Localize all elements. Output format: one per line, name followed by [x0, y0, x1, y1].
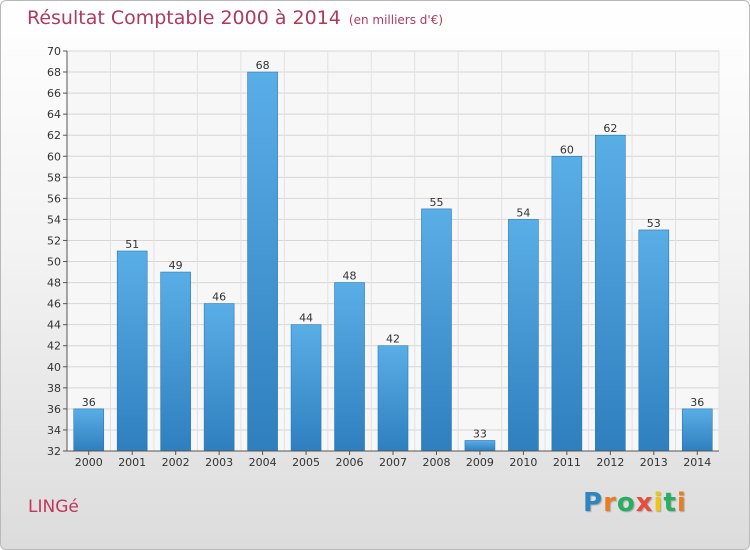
logo-letter: i: [653, 488, 664, 518]
y-tick-label: 64: [47, 108, 61, 121]
x-tick-label-2004: 2004: [249, 456, 277, 469]
logo-letter: P: [583, 488, 604, 518]
x-tick-label-2005: 2005: [292, 456, 320, 469]
bar-2014: [681, 408, 713, 452]
bar-2011: [551, 155, 583, 452]
x-tick-label-2007: 2007: [379, 456, 407, 469]
value-label-2004: 68: [256, 59, 270, 72]
y-tick-label: 66: [47, 87, 61, 100]
x-tick-label-2010: 2010: [509, 456, 537, 469]
value-label-2012: 62: [603, 122, 617, 135]
y-tick-label: 52: [47, 234, 61, 247]
x-tick-label-2001: 2001: [118, 456, 146, 469]
chart-title: Résultat Comptable 2000 à 2014 (en millie…: [27, 7, 443, 29]
value-label-2011: 60: [560, 143, 574, 156]
x-tick-label-2002: 2002: [162, 456, 190, 469]
bar-2007: [377, 345, 409, 452]
value-label-2008: 55: [429, 196, 443, 209]
y-tick-label: 60: [47, 150, 61, 163]
bar-2004: [247, 71, 278, 452]
value-label-2002: 49: [169, 259, 183, 272]
y-tick-label: 50: [47, 256, 61, 269]
value-label-2006: 48: [343, 270, 357, 283]
y-tick-label: 40: [47, 361, 61, 374]
commune-name: LINGé: [28, 497, 79, 517]
chart-subtitle: (en milliers d'€): [348, 13, 444, 27]
logo-letter: r: [603, 488, 617, 518]
x-tick-label-2000: 2000: [75, 456, 103, 469]
x-tick-label-2009: 2009: [466, 456, 494, 469]
x-tick-label-2003: 2003: [205, 456, 233, 469]
value-label-2005: 44: [299, 312, 313, 325]
x-tick-label-2014: 2014: [683, 456, 711, 469]
bar-2012: [595, 134, 626, 452]
bar-2009: [464, 440, 496, 452]
y-tick-label: 46: [47, 298, 61, 311]
y-tick-label: 58: [47, 171, 61, 184]
value-label-2000: 36: [82, 396, 96, 409]
value-label-2007: 42: [386, 333, 400, 346]
bar-2003: [203, 303, 235, 452]
y-tick-label: 42: [47, 340, 61, 353]
bar-2010: [508, 219, 539, 452]
value-label-2001: 51: [125, 238, 139, 251]
value-label-2003: 46: [212, 291, 226, 304]
value-label-2010: 54: [516, 206, 530, 219]
y-tick-label: 38: [47, 382, 61, 395]
value-label-2013: 53: [647, 217, 661, 230]
x-tick-label-2011: 2011: [553, 456, 581, 469]
y-tick-label: 34: [47, 424, 61, 437]
proxiti-logo: Proxiti: [583, 488, 687, 518]
y-tick-label: 32: [47, 445, 61, 458]
y-tick-label: 68: [47, 66, 61, 79]
bar-2002: [160, 271, 191, 452]
y-tick-label: 48: [47, 277, 61, 290]
bar-2008: [421, 208, 452, 452]
value-label-2009: 33: [473, 427, 487, 440]
y-tick-label: 56: [47, 192, 61, 205]
value-label-2014: 36: [690, 396, 704, 409]
logo-letter: x: [635, 488, 654, 518]
x-tick-label-2012: 2012: [596, 456, 624, 469]
bar-2013: [638, 229, 670, 452]
bar-2005: [290, 324, 322, 452]
y-tick-label: 54: [47, 213, 61, 226]
y-tick-label: 44: [47, 319, 61, 332]
bar-2001: [116, 250, 148, 452]
logo-letter: i: [676, 488, 687, 518]
x-tick-label-2008: 2008: [422, 456, 450, 469]
y-tick-label: 70: [47, 45, 61, 58]
x-tick-label-2013: 2013: [640, 456, 668, 469]
logo-letter: t: [663, 488, 677, 518]
y-tick-label: 36: [47, 403, 61, 416]
y-tick-label: 62: [47, 129, 61, 142]
chart-title-text: Résultat Comptable 2000 à 2014: [27, 7, 341, 29]
x-tick-label-2006: 2006: [336, 456, 364, 469]
bar-2006: [334, 282, 365, 452]
bar-2000: [73, 408, 105, 452]
logo-letter: o: [616, 488, 636, 518]
